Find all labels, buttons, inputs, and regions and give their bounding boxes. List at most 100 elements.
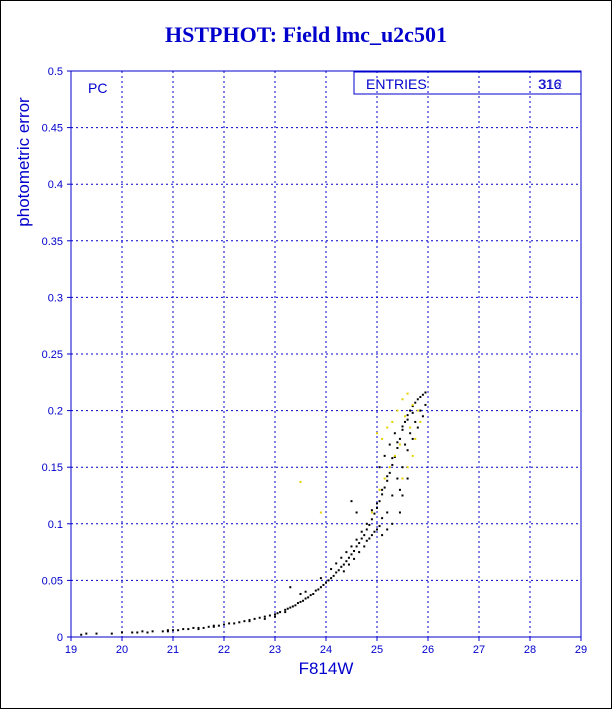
- x-tick-label: 19: [65, 644, 77, 656]
- data-point: [258, 616, 261, 619]
- data-point: [151, 630, 154, 633]
- data-point: [388, 466, 391, 469]
- data-point: [414, 420, 417, 423]
- data-point: [228, 622, 231, 625]
- data-point: [376, 432, 378, 435]
- y-tick-labels: 0 0.05 0.1 0.15 0.2 0.25 0.3 0.35 0.4 0.45 0.5: [42, 66, 63, 644]
- data-point: [360, 537, 363, 540]
- data-point: [398, 511, 401, 514]
- data-point: [370, 518, 373, 521]
- data-point: [416, 398, 419, 401]
- data-point: [393, 456, 396, 459]
- data-point: [345, 551, 348, 554]
- data-point: [294, 604, 297, 607]
- data-point: [406, 418, 409, 421]
- data-point: [192, 626, 195, 629]
- data-point: [401, 477, 404, 480]
- data-point: [187, 628, 190, 631]
- data-point: [212, 625, 215, 628]
- data-point: [263, 617, 266, 620]
- data-point: [398, 443, 401, 446]
- data-point: [381, 488, 384, 491]
- data-point: [393, 432, 396, 435]
- data-point: [365, 528, 368, 531]
- data-point: [302, 599, 305, 602]
- data-point: [350, 500, 353, 503]
- data-point: [363, 545, 366, 548]
- stats-box: ENTRIES 316 312: [353, 71, 582, 95]
- data-point: [274, 613, 276, 616]
- x-tick-label: 29: [575, 644, 587, 656]
- data-point: [370, 534, 373, 537]
- data-point: [340, 556, 343, 559]
- data-point: [312, 592, 315, 595]
- data-point: [296, 602, 299, 605]
- data-point: [304, 597, 307, 600]
- data-point: [416, 409, 419, 412]
- data-point: [345, 560, 348, 563]
- y-tick-label: 0.45: [42, 123, 63, 135]
- y-tick-label: 0.4: [48, 179, 63, 191]
- data-point: [177, 629, 180, 632]
- data-point: [217, 624, 220, 627]
- data-point: [416, 426, 419, 429]
- data-point: [80, 633, 83, 636]
- data-point: [376, 502, 378, 505]
- data-point: [223, 623, 225, 626]
- data-point: [370, 509, 373, 512]
- data-point: [304, 590, 307, 593]
- data-point: [279, 611, 282, 614]
- data-point: [299, 600, 302, 603]
- data-point: [342, 570, 345, 573]
- data-point: [337, 569, 340, 572]
- x-tick-label: 26: [422, 644, 434, 656]
- data-point: [330, 577, 333, 580]
- data-point: [373, 512, 376, 515]
- data-point: [378, 500, 381, 503]
- data-point: [386, 479, 389, 482]
- y-tick-label: 0.3: [48, 292, 63, 304]
- data-point: [243, 620, 246, 623]
- data-point: [110, 632, 113, 635]
- data-point: [411, 454, 414, 457]
- y-tick-label: 0.15: [42, 462, 63, 474]
- data-point: [353, 549, 356, 552]
- data-point: [121, 631, 123, 634]
- data-point: [322, 583, 325, 586]
- data-point: [406, 477, 409, 480]
- data-point: [161, 630, 164, 633]
- data-point: [95, 632, 98, 635]
- x-tick-label: 28: [524, 644, 536, 656]
- data-point: [253, 617, 256, 620]
- data-point: [268, 614, 271, 617]
- data-point: [317, 588, 320, 591]
- data-point: [340, 565, 343, 568]
- data-point: [383, 477, 386, 480]
- data-point: [307, 596, 310, 599]
- data-point: [248, 620, 251, 623]
- data-point: [406, 414, 409, 417]
- data-point: [411, 437, 414, 440]
- data-point: [274, 615, 276, 618]
- data-point: [406, 466, 409, 469]
- data-point: [335, 571, 338, 574]
- data-point: [370, 511, 373, 514]
- data-point: [289, 606, 292, 609]
- data-point: [332, 574, 335, 577]
- x-tick-label: 21: [167, 644, 179, 656]
- data-point: [421, 393, 424, 396]
- data-point: [197, 628, 200, 631]
- data-point: [368, 537, 371, 540]
- data-point: [360, 530, 363, 533]
- data-point: [136, 631, 139, 634]
- data-point: [353, 557, 356, 560]
- data-point: [414, 437, 417, 440]
- y-tick-label: 0.25: [42, 349, 63, 361]
- stats-entries-label: ENTRIES: [366, 76, 427, 92]
- data-point: [182, 628, 185, 631]
- data-point: [398, 488, 401, 491]
- data-point: [378, 525, 381, 528]
- x-tick-label: 24: [320, 644, 332, 656]
- data-point: [383, 486, 386, 489]
